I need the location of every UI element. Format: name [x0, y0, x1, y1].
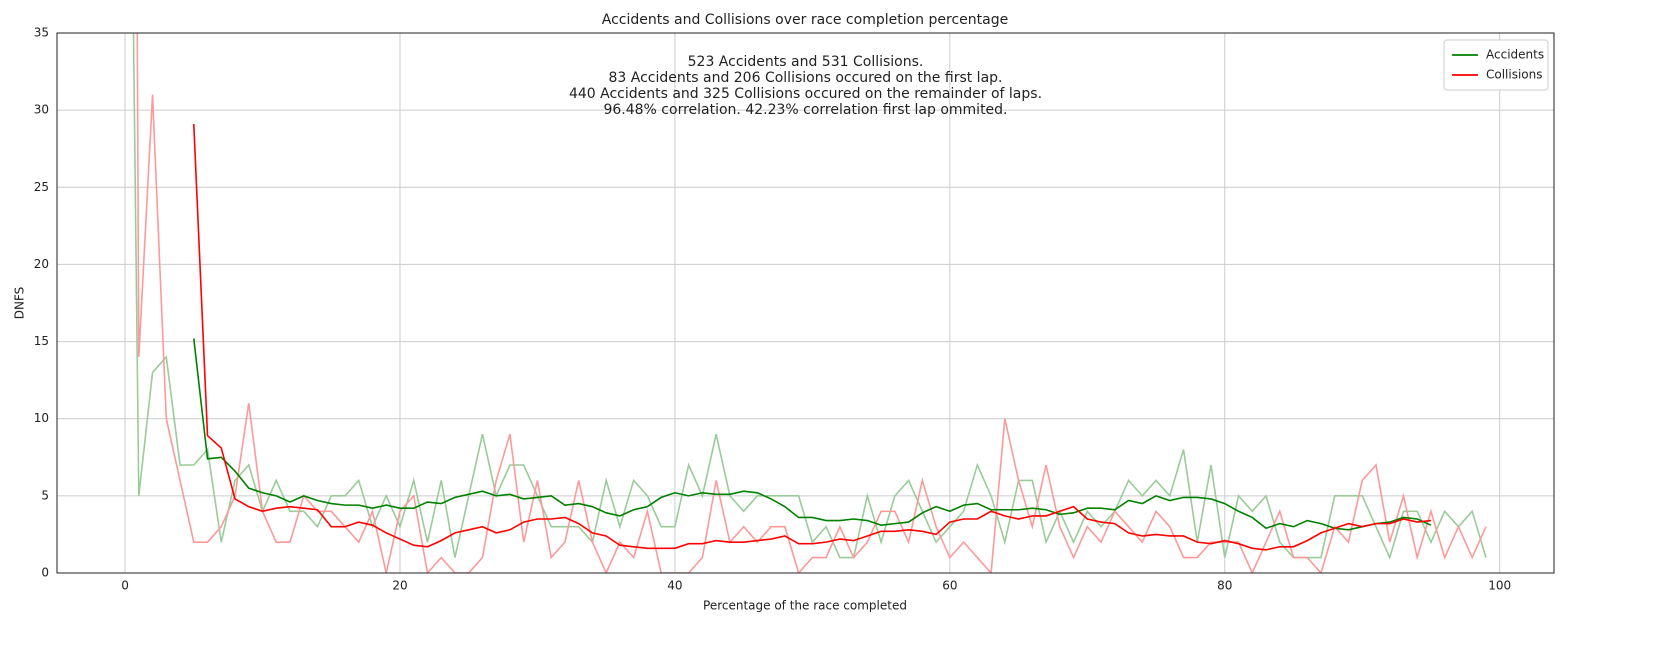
y-tick-label: 30 [34, 103, 49, 117]
legend-box [1443, 39, 1549, 91]
series-line [136, 33, 1487, 573]
y-axis-label: DNFS [13, 287, 27, 320]
y-tick-label: 25 [34, 180, 49, 194]
series-line [192, 123, 1432, 551]
x-tick-label: 40 [667, 579, 682, 593]
annotation: 523 Accidents and 531 Collisions. [688, 54, 924, 70]
y-tick-label: 15 [34, 334, 49, 348]
x-tick-label: 20 [392, 579, 407, 593]
plot-area [132, 33, 1487, 573]
annotation: 440 Accidents and 325 Collisions occured… [569, 86, 1042, 102]
x-axis-label: Percentage of the race completed [703, 599, 907, 613]
chart-title: Accidents and Collisions over race compl… [602, 12, 1008, 28]
y-tick-label: 10 [34, 411, 49, 425]
axes-frame [56, 32, 1555, 574]
y-tick-label: 35 [34, 26, 49, 40]
y-tick-label: 20 [34, 257, 49, 271]
legend-label: Accidents [1486, 48, 1544, 62]
annotation: 96.48% correlation. 42.23% correlation f… [603, 102, 1007, 118]
series-line [192, 338, 1432, 531]
x-tick-label: 60 [942, 579, 957, 593]
x-tick-label: 80 [1217, 579, 1232, 593]
y-tick-label: 5 [41, 488, 49, 502]
x-tick-label: 100 [1488, 579, 1511, 593]
x-tick-label: 0 [121, 579, 129, 593]
series-line [132, 33, 1487, 560]
annotation: 83 Accidents and 206 Collisions occured … [609, 70, 1003, 86]
legend-label: Collisions [1486, 68, 1543, 82]
y-tick-label: 0 [41, 566, 49, 580]
